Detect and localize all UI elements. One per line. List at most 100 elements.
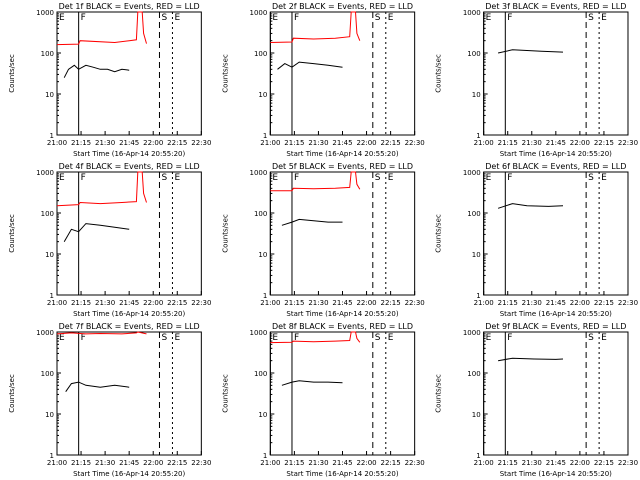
y-tick-label: 1 — [476, 452, 480, 460]
series-line-2 — [63, 223, 130, 242]
chart-panel-9: Det 9f BLACK = Events, RED = LLD 1 10 100 10… — [435, 322, 638, 478]
y-tick-label: 10 — [45, 251, 54, 259]
y-tick-label: 10 — [472, 91, 481, 99]
x-tick-label: 22:30 — [191, 139, 211, 147]
x-tick-label: 21:15 — [71, 299, 91, 307]
y-tick-label: 1 — [476, 132, 480, 140]
y-tick-label: 1 — [263, 132, 267, 140]
event-marker-label: E — [388, 13, 394, 23]
y-tick-label: 100 — [41, 370, 54, 378]
x-tick-label: 22:15 — [381, 459, 401, 467]
x-tick-label: 21:00 — [474, 139, 494, 147]
x-tick-label: 21:15 — [284, 139, 304, 147]
x-tick-label: 21:30 — [308, 139, 328, 147]
x-tick-label: 22:15 — [381, 299, 401, 307]
event-marker-label: E — [174, 333, 180, 343]
y-axis-label: Counts/sec — [8, 214, 16, 253]
x-tick-label: 21:30 — [308, 459, 328, 467]
event-marker-label: E — [601, 333, 607, 343]
series-line-2 — [63, 64, 130, 78]
y-tick-label: 1 — [263, 292, 267, 300]
event-marker-label: S — [375, 333, 381, 343]
event-marker-label: E — [174, 173, 180, 183]
x-tick-label: 21:30 — [95, 459, 115, 467]
event-marker-label: E — [486, 173, 492, 183]
event-marker-label: F — [81, 333, 86, 343]
x-tick-label: 21:30 — [522, 299, 542, 307]
x-axis-label: Start Time (16-Apr-14 20:55:20) — [73, 470, 185, 478]
y-tick-label: 10 — [472, 251, 481, 259]
y-axis-label: Counts/sec — [8, 54, 16, 93]
x-tick-label: 21:00 — [474, 299, 494, 307]
y-tick-label: 100 — [467, 370, 480, 378]
y-tick-label: 1 — [263, 452, 267, 460]
x-tick-label: 21:15 — [498, 139, 518, 147]
y-tick-label: 1000 — [36, 169, 54, 177]
chart-panel-4: Det 4f BLACK = Events, RED = LLD 1 10 100 10… — [8, 162, 211, 318]
x-tick-label: 22:15 — [381, 139, 401, 147]
x-tick-label: 21:00 — [260, 459, 280, 467]
event-marker-label: S — [375, 13, 381, 23]
x-axis-label: Start Time (16-Apr-14 20:55:20) — [73, 310, 185, 318]
chart-title: Det 5f BLACK = Events, RED = LLD — [272, 162, 413, 171]
x-tick-label: 21:15 — [498, 299, 518, 307]
series-line-1 — [56, 171, 147, 207]
series-line-1 — [270, 171, 361, 192]
x-tick-label: 22:15 — [167, 299, 187, 307]
event-marker-label: E — [601, 13, 607, 23]
y-tick-label: 1000 — [463, 9, 481, 17]
event-marker-label: F — [294, 173, 299, 183]
x-tick-label: 21:45 — [119, 299, 139, 307]
y-tick-label: 1000 — [36, 9, 54, 17]
x-tick-label: 21:30 — [95, 139, 115, 147]
y-tick-label: 100 — [467, 210, 480, 218]
chart-panel-6: Det 6f BLACK = Events, RED = LLD 1 10 100 10… — [435, 162, 638, 318]
event-marker-label: S — [161, 173, 167, 183]
x-tick-label: 22:30 — [191, 459, 211, 467]
series-line-2 — [277, 61, 343, 70]
x-tick-label: 21:45 — [119, 139, 139, 147]
event-marker-label: S — [588, 173, 594, 183]
x-axis-label: Start Time (16-Apr-14 20:55:20) — [286, 310, 398, 318]
x-axis-label: Start Time (16-Apr-14 20:55:20) — [500, 150, 612, 158]
chart-panel-2: Det 2f BLACK = Events, RED = LLD 1 10 100 10… — [221, 2, 424, 158]
event-marker-label: F — [294, 13, 299, 23]
x-tick-label: 22:15 — [167, 139, 187, 147]
event-marker-label: E — [601, 173, 607, 183]
x-axis-label: Start Time (16-Apr-14 20:55:20) — [500, 310, 612, 318]
series-line-1 — [497, 49, 564, 54]
event-marker-label: F — [507, 13, 512, 23]
x-tick-label: 22:30 — [618, 299, 638, 307]
y-tick-label: 10 — [258, 411, 267, 419]
event-marker-label: F — [294, 333, 299, 343]
series-line-2 — [281, 218, 343, 226]
x-axis-label: Start Time (16-Apr-14 20:55:20) — [286, 150, 398, 158]
chart-title: Det 8f BLACK = Events, RED = LLD — [272, 322, 413, 331]
y-axis-label: Counts/sec — [221, 54, 229, 93]
chart-title: Det 7f BLACK = Events, RED = LLD — [59, 322, 200, 331]
event-marker-label: E — [174, 13, 180, 23]
y-tick-label: 100 — [467, 50, 480, 58]
x-axis-label: Start Time (16-Apr-14 20:55:20) — [286, 470, 398, 478]
x-tick-label: 22:15 — [594, 299, 614, 307]
series-line-1 — [56, 11, 147, 46]
y-tick-label: 1000 — [250, 9, 268, 17]
x-tick-label: 21:30 — [522, 139, 542, 147]
x-tick-label: 21:30 — [308, 299, 328, 307]
chart-title: Det 1f BLACK = Events, RED = LLD — [59, 2, 200, 11]
x-tick-label: 22:30 — [405, 299, 425, 307]
x-tick-label: 21:15 — [498, 459, 518, 467]
x-axis-label: Start Time (16-Apr-14 20:55:20) — [73, 150, 185, 158]
chart-panel-1: Det 1f BLACK = Events, RED = LLD 1 10 100 10… — [8, 2, 211, 158]
chart-title: Det 6f BLACK = Events, RED = LLD — [485, 162, 626, 171]
event-marker-label: E — [59, 333, 65, 343]
y-tick-label: 10 — [472, 411, 481, 419]
x-tick-label: 21:45 — [546, 139, 566, 147]
y-tick-label: 1000 — [463, 169, 481, 177]
x-tick-label: 21:45 — [546, 459, 566, 467]
x-tick-label: 21:00 — [47, 459, 67, 467]
x-tick-label: 22:30 — [405, 459, 425, 467]
series-line-2 — [65, 381, 130, 392]
chart-title: Det 9f BLACK = Events, RED = LLD — [485, 322, 626, 331]
event-marker-label: F — [81, 13, 86, 23]
